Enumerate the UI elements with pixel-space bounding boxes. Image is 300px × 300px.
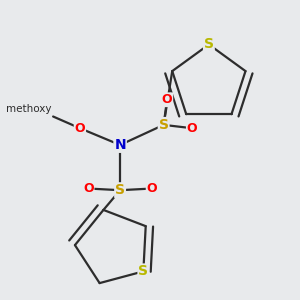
Text: O: O <box>147 182 157 195</box>
Text: O: O <box>187 122 197 135</box>
Text: S: S <box>138 264 148 278</box>
Text: S: S <box>115 183 125 197</box>
Text: N: N <box>114 138 126 152</box>
Text: S: S <box>204 38 214 52</box>
Text: S: S <box>159 118 169 132</box>
Text: O: O <box>75 122 85 135</box>
Text: methoxy: methoxy <box>6 104 51 114</box>
Text: O: O <box>162 93 172 106</box>
Text: O: O <box>83 182 94 195</box>
